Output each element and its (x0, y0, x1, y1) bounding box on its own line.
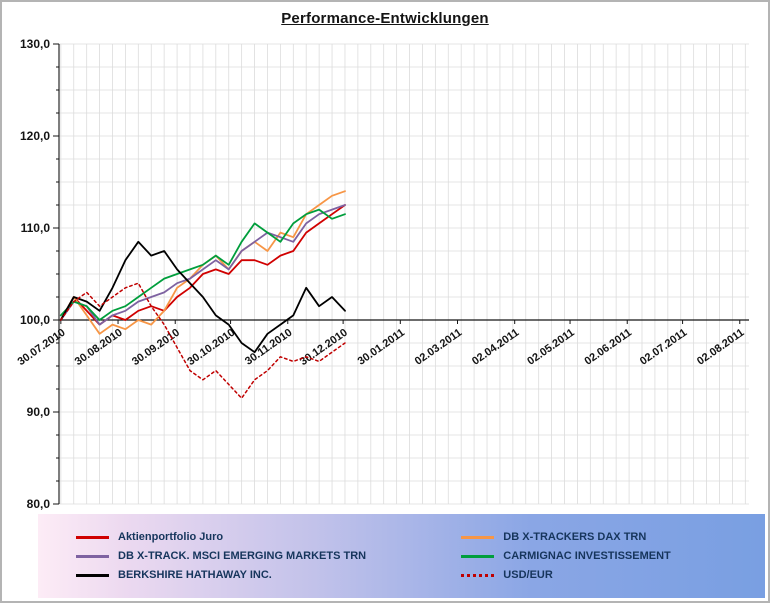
x-tick-label: 02.07.2011 (638, 327, 689, 368)
legend-item-db-x-track-msci-emerging-markets-trn: DB X-TRACK. MSCI EMERGING MARKETS TRN (38, 550, 423, 562)
y-tick-label: 120,0 (20, 129, 50, 143)
y-tick-label: 100,0 (20, 313, 50, 327)
series-usd-eur (60, 282, 346, 399)
legend-item-carmignac-investissement: CARMIGNAC INVESTISSEMENT (423, 550, 765, 562)
y-tick-label: 130,0 (20, 37, 50, 51)
y-axis-labels: 130,0 120,0 110,0 100,0 90,0 80,0 (20, 37, 50, 511)
legend-label: DB X-TRACKERS DAX TRN (503, 531, 647, 543)
x-tick-label: 30.09.2010 (130, 327, 182, 368)
legend-item-berkshire-hathaway-inc: BERKSHIRE HATHAWAY INC. (38, 569, 423, 581)
legend-item-db-x-trackers-dax-trn: DB X-TRACKERS DAX TRN (423, 531, 765, 543)
legend-item-aktienportfolio-juro: Aktienportfolio Juro (38, 531, 423, 543)
plot-area: 130,0 120,0 110,0 100,0 90,0 80,0 30.07.2010 30… (16, 37, 749, 511)
series-carmignac-investissement (59, 208, 346, 321)
legend-label: CARMIGNAC INVESTISSEMENT (503, 550, 671, 562)
legend-line-sample-db-x-trackers-dax-trn (461, 535, 495, 539)
legend-line-sample-carmignac-investissement (461, 554, 495, 558)
legend-line-sample-berkshire-hathaway-inc (76, 573, 109, 577)
legend-line-sample-db-x-track-msci-emerging-markets-trn (76, 554, 109, 558)
x-tick-label: 02.04.2011 (470, 327, 521, 368)
y-tick-label: 110,0 (21, 221, 51, 235)
legend-label: BERKSHIRE HATHAWAY INC. (118, 569, 272, 581)
legend-label: Aktienportfolio Juro (118, 531, 224, 543)
axes (53, 43, 749, 505)
x-tick-label: 02.08.2011 (695, 327, 746, 368)
series-berkshire-hathaway-inc (59, 240, 346, 354)
chart-title: Performance-Entwicklungen (281, 10, 489, 27)
y-tick-label: 90,0 (27, 405, 51, 419)
legend-label: DB X-TRACK. MSCI EMERGING MARKETS TRN (118, 550, 367, 562)
x-tick-label: 30.12.2010 (298, 327, 350, 368)
y-tick-label: 80,0 (27, 497, 51, 511)
legend: Aktienportfolio Juro DB X-TRACKERS DAX TR… (38, 514, 765, 598)
legend-label: USD/EUR (503, 569, 553, 581)
x-tick-label: 30.10.2010 (185, 327, 237, 368)
legend-line-sample-aktienportfolio-juro (76, 535, 109, 539)
x-tick-label: 02.05.2011 (525, 327, 576, 368)
series-db-x-track-msci-emerging-markets-trn (59, 204, 346, 326)
gridlines (59, 43, 749, 505)
legend-item-usd-eur: USD/EUR (423, 569, 765, 581)
x-tick-label: 02.03.2011 (413, 327, 464, 368)
x-tick-label: 30.07.2010 (16, 327, 68, 368)
legend-line-sample-usd-eur (461, 573, 495, 577)
x-tick-label: 30.01.2011 (356, 327, 407, 368)
